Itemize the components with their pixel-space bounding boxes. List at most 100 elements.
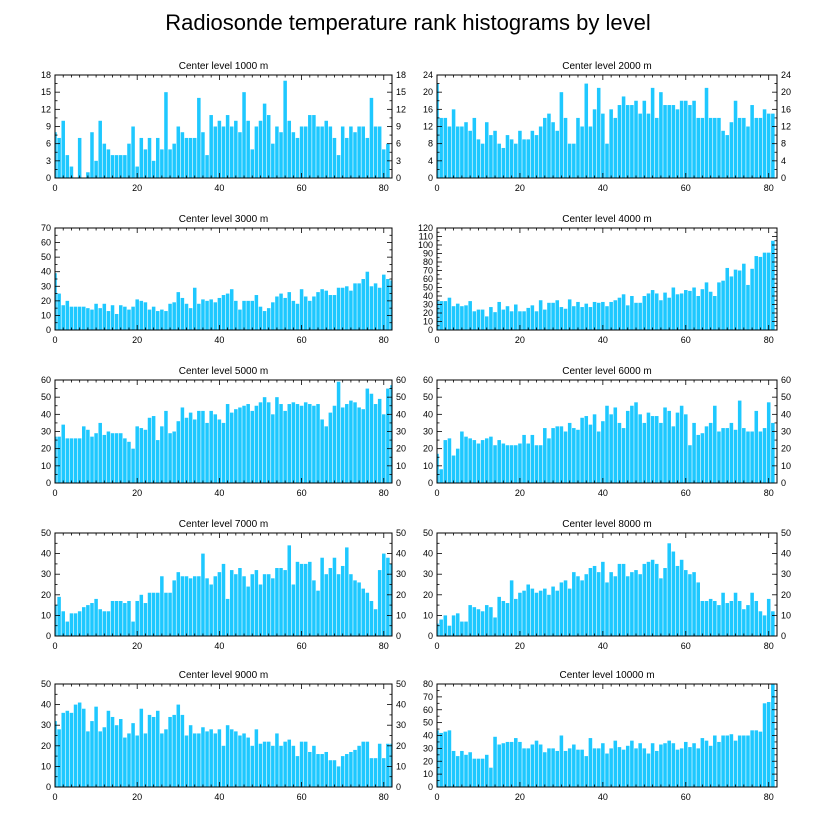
histogram-bar	[646, 561, 651, 636]
histogram-bar	[638, 743, 642, 787]
histogram-bar	[766, 702, 771, 787]
histogram-bar	[584, 756, 589, 787]
histogram-bar	[102, 303, 107, 330]
histogram-bar	[57, 729, 61, 787]
histogram-bar	[476, 139, 481, 178]
histogram-bar	[94, 598, 98, 636]
histogram-bar	[386, 279, 390, 330]
x-tick-label: 20	[515, 183, 525, 193]
histogram-bar	[563, 117, 568, 178]
y-tick-label: 40	[41, 549, 51, 559]
histogram-bar	[505, 603, 510, 636]
histogram-bar	[684, 414, 688, 483]
histogram-bar	[55, 436, 57, 483]
histogram-bar	[377, 570, 382, 636]
histogram-bar	[605, 306, 609, 330]
histogram-bar	[361, 279, 365, 330]
histogram-bar	[205, 731, 209, 787]
histogram-bar	[188, 725, 193, 787]
y-tick-label: 70	[41, 223, 51, 233]
histogram-bar	[646, 412, 651, 483]
histogram-bar	[472, 311, 477, 330]
histogram-bar	[580, 749, 584, 787]
histogram-bar	[493, 736, 497, 787]
histogram-bar	[361, 409, 365, 483]
histogram-bar	[225, 404, 230, 483]
histogram-bar	[733, 100, 738, 178]
histogram-bar	[377, 126, 382, 178]
histogram-bar	[303, 126, 308, 178]
histogram-bar	[667, 410, 671, 483]
histogram-bar	[617, 297, 622, 330]
histogram-bar	[621, 294, 626, 330]
histogram-bar	[262, 103, 267, 178]
y-tick-label: 30	[423, 427, 433, 437]
y-tick-label-right: 12	[396, 104, 406, 114]
histogram-bar	[213, 576, 218, 636]
histogram-bar	[534, 592, 539, 636]
histogram-bar	[332, 295, 337, 330]
y-tick-label: 10	[41, 310, 51, 320]
histogram-bar	[601, 743, 605, 787]
histogram-bar	[671, 551, 676, 636]
histogram-bar	[762, 703, 767, 787]
histogram-bar	[625, 576, 630, 636]
histogram-bar	[328, 126, 333, 178]
histogram-bar	[82, 426, 86, 483]
histogram-bar	[501, 309, 506, 330]
histogram-bar	[127, 309, 131, 330]
histogram-bar	[638, 302, 642, 330]
histogram-bar	[613, 117, 618, 178]
histogram-bar	[455, 448, 460, 483]
y-tick-label: 10	[423, 317, 433, 327]
histogram-bar	[551, 586, 555, 636]
panel-9: Center level 9000 m 0 20 40 60 80 0 10 20 30 40 50 0…	[41, 670, 406, 802]
histogram-bar	[361, 588, 365, 636]
histogram-bar	[684, 290, 688, 330]
y-tick-label: 60	[41, 238, 51, 248]
histogram-bar	[758, 431, 763, 483]
histogram-bar	[480, 143, 485, 178]
histogram-bar	[437, 453, 439, 483]
histogram-bar	[369, 286, 374, 330]
histogram-bar	[472, 607, 477, 636]
histogram-bar	[654, 293, 659, 330]
histogram-bar	[98, 308, 102, 330]
y-tick-label: 0	[428, 478, 433, 488]
y-tick-label-right: 30	[396, 427, 406, 437]
histogram-bar	[750, 105, 754, 178]
histogram-bar	[630, 105, 634, 178]
histogram-bar	[630, 572, 634, 636]
histogram-bar	[439, 117, 443, 178]
histogram-bar	[275, 568, 279, 636]
x-tick-label: 20	[132, 488, 142, 498]
histogram-bar	[501, 443, 506, 483]
histogram-bar	[613, 407, 618, 483]
histogram-bar	[713, 296, 717, 330]
histogram-bar	[447, 730, 452, 787]
histogram-bar	[242, 405, 246, 483]
y-tick-label-right: 20	[396, 741, 406, 751]
y-tick-label-right: 18	[396, 70, 406, 80]
histogram-bar	[369, 600, 374, 636]
y-tick-label-right: 10	[396, 610, 406, 620]
histogram-bar	[164, 592, 168, 636]
histogram-bar	[303, 741, 308, 787]
histogram-bar	[493, 617, 497, 636]
y-tick-label-right: 60	[781, 375, 791, 385]
histogram-bar	[451, 455, 456, 483]
histogram-bar	[721, 428, 725, 483]
panel-10: Center level 10000 m 0 20 40 60 80 0 10 20 30 40 50…	[423, 670, 778, 802]
histogram-bar	[613, 576, 618, 636]
histogram-bar	[460, 750, 464, 787]
histogram-bar	[625, 745, 630, 787]
histogram-bar	[369, 758, 374, 787]
histogram-bar	[254, 295, 259, 330]
histogram-bar	[580, 580, 584, 636]
histogram-bar	[246, 120, 250, 178]
histogram-bar	[725, 603, 730, 636]
histogram-bar	[505, 135, 510, 178]
histogram-bar	[184, 303, 189, 330]
histogram-bar	[242, 576, 246, 636]
histogram-bar	[659, 744, 663, 787]
